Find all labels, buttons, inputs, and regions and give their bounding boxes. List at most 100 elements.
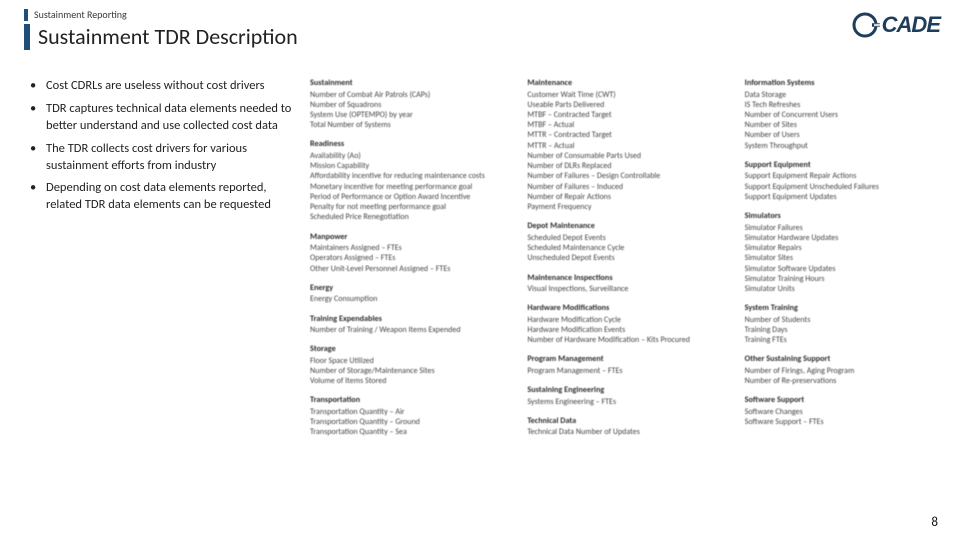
section-item: Number of Hardware Modification – Kits P… — [527, 335, 730, 345]
data-section: Program ManagementProgram Management – F… — [527, 354, 730, 376]
section-item: Other Unit-Level Personnel Assigned – FT… — [310, 264, 513, 274]
section-item: Operators Assigned – FTEs — [310, 253, 513, 263]
section-item: Number of Concurrent Users — [745, 110, 948, 120]
slide-header: Sustainment Reporting Sustainment TDR De… — [0, 0, 960, 50]
data-section: Hardware ModificationsHardware Modificat… — [527, 303, 730, 345]
data-section: MaintenanceCustomer Wait Time (CWT)Useab… — [527, 78, 730, 212]
section-item: Transportation Quantity – Ground — [310, 417, 513, 427]
section-item: Payment Frequency — [527, 202, 730, 212]
title-accent-bar — [24, 24, 30, 50]
section-item: Systems Engineering – FTEs — [527, 397, 730, 407]
section-item: Energy Consumption — [310, 294, 513, 304]
data-section: Maintenance InspectionsVisual Inspection… — [527, 273, 730, 295]
section-item: Training FTEs — [745, 335, 948, 345]
data-section: Sustaining EngineeringSystems Engineerin… — [527, 385, 730, 407]
section-item: Floor Space Utilized — [310, 356, 513, 366]
section-item: MTBF – Actual — [527, 120, 730, 130]
section-item: Hardware Modification Events — [527, 325, 730, 335]
section-heading: Sustainment — [310, 78, 513, 89]
section-item: Hardware Modification Cycle — [527, 315, 730, 325]
data-section: Technical DataTechnical Data Number of U… — [527, 416, 730, 438]
section-heading: Manpower — [310, 232, 513, 243]
section-item: Number of Combat Air Patrols (CAPs) — [310, 90, 513, 100]
section-item: Period of Performance or Option Award In… — [310, 192, 513, 202]
section-item: Support Equipment Updates — [745, 192, 948, 202]
section-heading: Energy — [310, 283, 513, 294]
bullet-item: •The TDR collects cost drivers for vario… — [30, 141, 292, 175]
section-item: Number of Training / Weapon Items Expend… — [310, 325, 513, 335]
section-item: System Use (OPTEMPO) by year — [310, 110, 513, 120]
section-item: Data Storage — [745, 90, 948, 100]
section-item: Availability (Ao) — [310, 151, 513, 161]
data-section: Information SystemsData StorageIS Tech R… — [745, 78, 948, 151]
section-item: Number of Storage/Maintenance Sites — [310, 366, 513, 376]
section-item: Number of Sites — [745, 120, 948, 130]
section-item: Simulator Failures — [745, 223, 948, 233]
kicker-text: Sustainment Reporting — [34, 8, 127, 21]
data-section: System TrainingNumber of StudentsTrainin… — [745, 303, 948, 345]
data-section: ManpowerMaintainers Assigned – FTEsOpera… — [310, 232, 513, 274]
section-item: Number of Students — [745, 315, 948, 325]
section-heading: Readiness — [310, 139, 513, 150]
section-item: MTBF – Contracted Target — [527, 110, 730, 120]
section-heading: Other Sustaining Support — [745, 354, 948, 365]
data-section: EnergyEnergy Consumption — [310, 283, 513, 305]
section-heading: Maintenance — [527, 78, 730, 89]
section-item: Number of Firings, Aging Program — [745, 366, 948, 376]
section-heading: Sustaining Engineering — [527, 385, 730, 396]
page-title: Sustainment TDR Description — [38, 23, 298, 50]
section-item: Simulator Software Updates — [745, 264, 948, 274]
bullet-text: Cost CDRLs are useless without cost driv… — [46, 78, 265, 95]
bullet-dot-icon: • — [30, 141, 46, 175]
section-heading: Storage — [310, 344, 513, 355]
section-heading: Hardware Modifications — [527, 303, 730, 314]
data-section: StorageFloor Space UtilizedNumber of Sto… — [310, 344, 513, 386]
data-section: ReadinessAvailability (Ao)Mission Capabi… — [310, 139, 513, 222]
logo-text: CADE — [882, 12, 940, 38]
section-item: Transportation Quantity – Sea — [310, 427, 513, 437]
bullet-list: •Cost CDRLs are useless without cost dri… — [30, 78, 310, 447]
section-heading: System Training — [745, 303, 948, 314]
data-section: Support EquipmentSupport Equipment Repai… — [745, 160, 948, 202]
section-item: Transportation Quantity – Air — [310, 407, 513, 417]
section-item: Affordability incentive for reducing mai… — [310, 171, 513, 181]
section-heading: Training Expendables — [310, 314, 513, 325]
section-item: Number of Consumable Parts Used — [527, 151, 730, 161]
bullet-dot-icon: • — [30, 180, 46, 214]
section-item: Mission Capability — [310, 161, 513, 171]
section-heading: Support Equipment — [745, 160, 948, 171]
section-heading: Simulators — [745, 211, 948, 222]
data-section: Software SupportSoftware ChangesSoftware… — [745, 395, 948, 427]
data-section: SustainmentNumber of Combat Air Patrols … — [310, 78, 513, 130]
section-item: Number of Failures – Induced — [527, 182, 730, 192]
section-item: Simulator Sites — [745, 253, 948, 263]
section-item: Volume of Items Stored — [310, 376, 513, 386]
section-item: Program Management – FTEs — [527, 366, 730, 376]
section-item: Number of Repair Actions — [527, 192, 730, 202]
section-heading: Technical Data — [527, 416, 730, 427]
section-item: Software Changes — [745, 407, 948, 417]
section-item: Training Days — [745, 325, 948, 335]
section-heading: Depot Maintenance — [527, 221, 730, 232]
section-heading: Program Management — [527, 354, 730, 365]
section-item: Scheduled Depot Events — [527, 233, 730, 243]
data-section: Training ExpendablesNumber of Training /… — [310, 314, 513, 336]
data-section: SimulatorsSimulator FailuresSimulator Ha… — [745, 211, 948, 294]
bullet-item: •Depending on cost data elements reporte… — [30, 180, 292, 214]
section-item: MTTR – Actual — [527, 141, 730, 151]
section-item: Simulator Hardware Updates — [745, 233, 948, 243]
section-item: Scheduled Price Renegotiation — [310, 212, 513, 222]
section-item: Visual Inspections, Surveillance — [527, 284, 730, 294]
bullet-text: The TDR collects cost drivers for variou… — [46, 141, 292, 175]
bullet-dot-icon: • — [30, 101, 46, 135]
section-item: Unscheduled Depot Events — [527, 253, 730, 263]
section-item: Simulator Repairs — [745, 243, 948, 253]
section-item: Number of Re-preservations — [745, 376, 948, 386]
section-heading: Software Support — [745, 395, 948, 406]
section-item: Number of DLRs Replaced — [527, 161, 730, 171]
bullet-item: •Cost CDRLs are useless without cost dri… — [30, 78, 292, 95]
section-item: Technical Data Number of Updates — [527, 427, 730, 437]
section-item: Support Equipment Repair Actions — [745, 171, 948, 181]
bullet-text: TDR captures technical data elements nee… — [46, 101, 292, 135]
data-section: Other Sustaining SupportNumber of Firing… — [745, 354, 948, 386]
